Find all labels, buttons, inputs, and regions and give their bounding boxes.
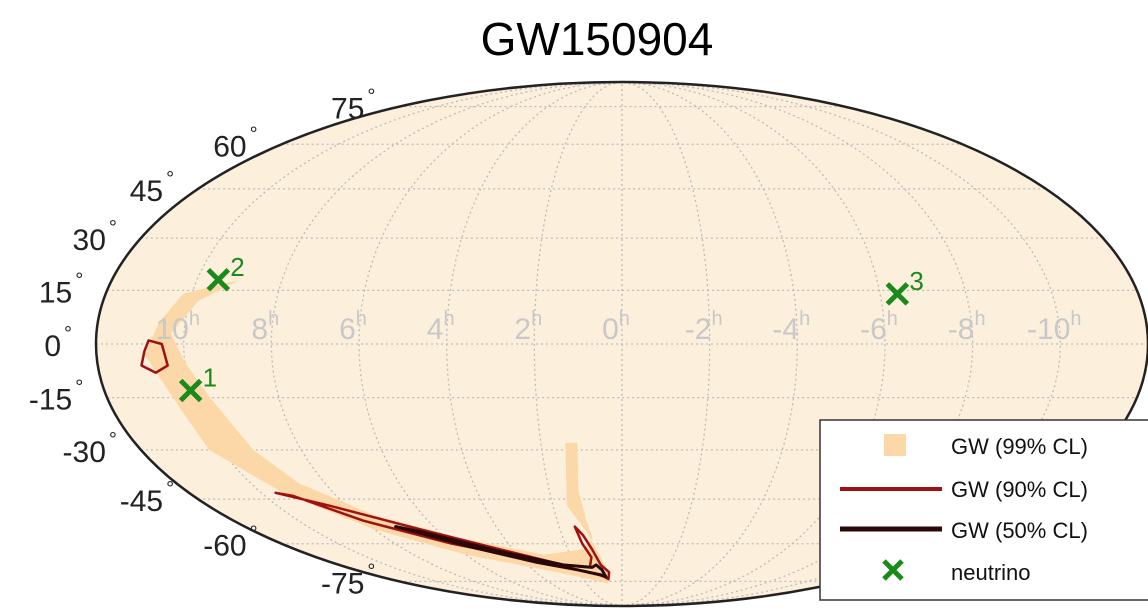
neutrino-label: 1 [203,363,217,393]
neutrino-label: 2 [230,252,244,282]
latitude-tick-label: 45 ° [130,168,174,208]
ra-tick-label: -6h [860,308,898,346]
latitude-labels: 75 °60 °45 °30 °15 °0 °-15 °-30 °-45 °-60 °-75 ° [29,86,376,601]
legend-box [819,419,1148,601]
ra-tick-label: -10h [1027,308,1081,346]
graticule-grid [96,82,1148,606]
sky-border [94,80,1148,608]
gw-50-contour [394,525,608,579]
gw-99-region [144,279,610,584]
latitude-tick-label: 30 ° [73,217,117,257]
neutrino-marker: 2 [206,252,245,292]
latitude-tick-label: 15 ° [39,269,83,309]
latitude-tick-label: -45 ° [120,478,174,518]
grid-meridian [446,82,623,606]
neutrino-label: 3 [909,266,923,296]
ra-tick-label: 10h [155,308,200,346]
neutrino-marker: 3 [885,266,924,306]
chart-title: GW150904 [481,13,714,65]
ra-tick-label: 0h [602,308,630,346]
legend: GW (99% CL) GW (90% CL) GW (50% CL) neut… [819,419,1148,601]
latitude-tick-label: 0 ° [44,323,72,363]
grid-meridian [621,82,798,606]
ra-tick-label: -4h [772,308,810,346]
legend-label-gw50: GW (50% CL) [951,518,1088,543]
grid-meridian [621,82,711,606]
ra-tick-label: -8h [948,308,986,346]
latitude-tick-label: 60 ° [213,123,257,163]
gw-90-contour [140,339,169,374]
ra-tick-label: -2h [685,308,723,346]
neutrino-marker: 1 [178,363,217,403]
ra-tick-label: 2h [514,308,542,346]
latitude-tick-label: -60 ° [203,523,257,563]
grid-meridian [533,82,623,606]
gw-regions [140,279,611,584]
legend-label-neutrino: neutrino [951,560,1031,585]
ra-labels: 10h 8h 6h 4h 2h 0h -2h -4h -6h -8h -10h [155,308,1081,346]
legend-label-gw90: GW (90% CL) [951,477,1088,502]
ra-tick-label: 6h [339,308,367,346]
ra-tick-label: 8h [251,308,279,346]
latitude-tick-label: -15 ° [29,377,83,417]
neutrino-markers: 1 2 3 [178,252,924,403]
legend-swatch-gw99 [884,434,906,456]
legend-marker-neutrino [882,559,904,581]
ra-tick-label: 4h [427,308,455,346]
latitude-tick-label: -30 ° [63,429,117,469]
legend-label-gw99: GW (99% CL) [951,434,1088,459]
latitude-tick-label: -75 ° [321,560,375,600]
